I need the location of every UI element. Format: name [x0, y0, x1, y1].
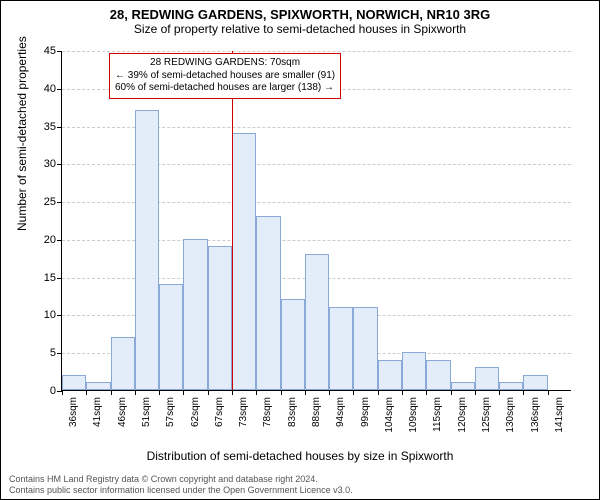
x-tick-label: 99sqm	[360, 397, 371, 427]
attribution: Contains HM Land Registry data © Crown c…	[9, 474, 353, 496]
x-tick	[232, 390, 233, 395]
histogram-bar	[256, 216, 280, 390]
figure: 28, REDWING GARDENS, SPIXWORTH, NORWICH,…	[0, 0, 600, 500]
x-tick-label: 130sqm	[505, 397, 516, 433]
x-tick	[208, 390, 209, 395]
histogram-bar	[353, 307, 377, 390]
x-tick	[451, 390, 452, 395]
histogram-bar	[451, 382, 475, 390]
y-tick	[57, 51, 62, 52]
x-tick	[475, 390, 476, 395]
x-tick-label: 62sqm	[190, 397, 201, 427]
x-tick	[402, 390, 403, 395]
y-tick	[57, 164, 62, 165]
x-tick-label: 104sqm	[384, 397, 395, 433]
x-tick-label: 136sqm	[530, 397, 541, 433]
y-tick	[57, 278, 62, 279]
x-tick	[523, 390, 524, 395]
histogram-bar	[378, 360, 402, 390]
y-tick	[57, 202, 62, 203]
y-tick	[57, 127, 62, 128]
y-tick-label: 40	[36, 83, 56, 95]
x-tick-label: 78sqm	[262, 397, 273, 427]
x-tick	[159, 390, 160, 395]
grid-line	[62, 51, 571, 52]
x-axis-label: Distribution of semi-detached houses by …	[1, 449, 599, 463]
histogram-bar	[232, 133, 256, 390]
annot-line2: ← 39% of semi-detached houses are smalle…	[115, 70, 335, 83]
histogram-bar	[329, 307, 353, 390]
y-tick	[57, 353, 62, 354]
y-tick-label: 35	[36, 121, 56, 133]
histogram-bar	[426, 360, 450, 390]
histogram-bar	[183, 239, 207, 390]
histogram-bar	[159, 284, 183, 390]
y-tick	[57, 315, 62, 316]
x-tick	[499, 390, 500, 395]
x-tick	[183, 390, 184, 395]
histogram-bar	[402, 352, 426, 390]
x-tick	[548, 390, 549, 395]
x-tick-label: 141sqm	[554, 397, 565, 433]
x-tick	[305, 390, 306, 395]
x-tick-label: 94sqm	[335, 397, 346, 427]
x-tick-label: 83sqm	[287, 397, 298, 427]
y-tick	[57, 240, 62, 241]
x-tick	[281, 390, 282, 395]
histogram-bar	[281, 299, 305, 390]
x-tick-label: 73sqm	[238, 397, 249, 427]
attrib-line1: Contains HM Land Registry data © Crown c…	[9, 474, 353, 485]
y-tick-label: 30	[36, 158, 56, 170]
y-tick	[57, 89, 62, 90]
x-tick	[86, 390, 87, 395]
x-tick	[378, 390, 379, 395]
histogram-bar	[86, 382, 110, 390]
chart-area: 051015202530354045 36sqm41sqm46sqm51sqm5…	[61, 51, 571, 421]
x-tick	[426, 390, 427, 395]
x-tick	[62, 390, 63, 395]
x-tick-label: 109sqm	[408, 397, 419, 433]
x-tick-label: 36sqm	[68, 397, 79, 427]
histogram-bar	[111, 337, 135, 390]
x-tick-label: 46sqm	[117, 397, 128, 427]
y-tick-label: 15	[36, 272, 56, 284]
x-tick-label: 67sqm	[214, 397, 225, 427]
annot-line3: 60% of semi-detached houses are larger (…	[115, 82, 335, 95]
x-tick	[329, 390, 330, 395]
annot-line1: 28 REDWING GARDENS: 70sqm	[115, 57, 335, 70]
x-tick	[353, 390, 354, 395]
histogram-bar	[523, 375, 547, 390]
x-tick-label: 125sqm	[481, 397, 492, 433]
histogram-bar	[305, 254, 329, 390]
y-tick-label: 0	[36, 385, 56, 397]
marker-annotation: 28 REDWING GARDENS: 70sqm ← 39% of semi-…	[109, 53, 341, 99]
x-tick-label: 88sqm	[311, 397, 322, 427]
y-tick-label: 20	[36, 234, 56, 246]
x-tick-label: 41sqm	[92, 397, 103, 427]
x-tick-label: 115sqm	[432, 397, 443, 432]
y-tick-label: 45	[36, 45, 56, 57]
histogram-bar	[208, 246, 232, 390]
x-tick-label: 51sqm	[141, 397, 152, 427]
chart-subtitle: Size of property relative to semi-detach…	[1, 22, 599, 36]
histogram-bar	[62, 375, 86, 390]
x-tick-label: 120sqm	[457, 397, 468, 433]
y-tick-label: 5	[36, 347, 56, 359]
y-tick-label: 10	[36, 309, 56, 321]
x-tick	[135, 390, 136, 395]
histogram-bar	[475, 367, 499, 390]
marker-line	[232, 51, 233, 390]
plot-area: 051015202530354045	[61, 51, 571, 391]
x-tick	[111, 390, 112, 395]
histogram-bar	[135, 110, 159, 390]
y-axis-label: Number of semi-detached properties	[15, 36, 29, 231]
histogram-bar	[499, 382, 523, 390]
x-tick-label: 57sqm	[165, 397, 176, 427]
chart-title: 28, REDWING GARDENS, SPIXWORTH, NORWICH,…	[1, 7, 599, 22]
attrib-line2: Contains public sector information licen…	[9, 485, 353, 496]
x-tick	[256, 390, 257, 395]
y-tick-label: 25	[36, 196, 56, 208]
